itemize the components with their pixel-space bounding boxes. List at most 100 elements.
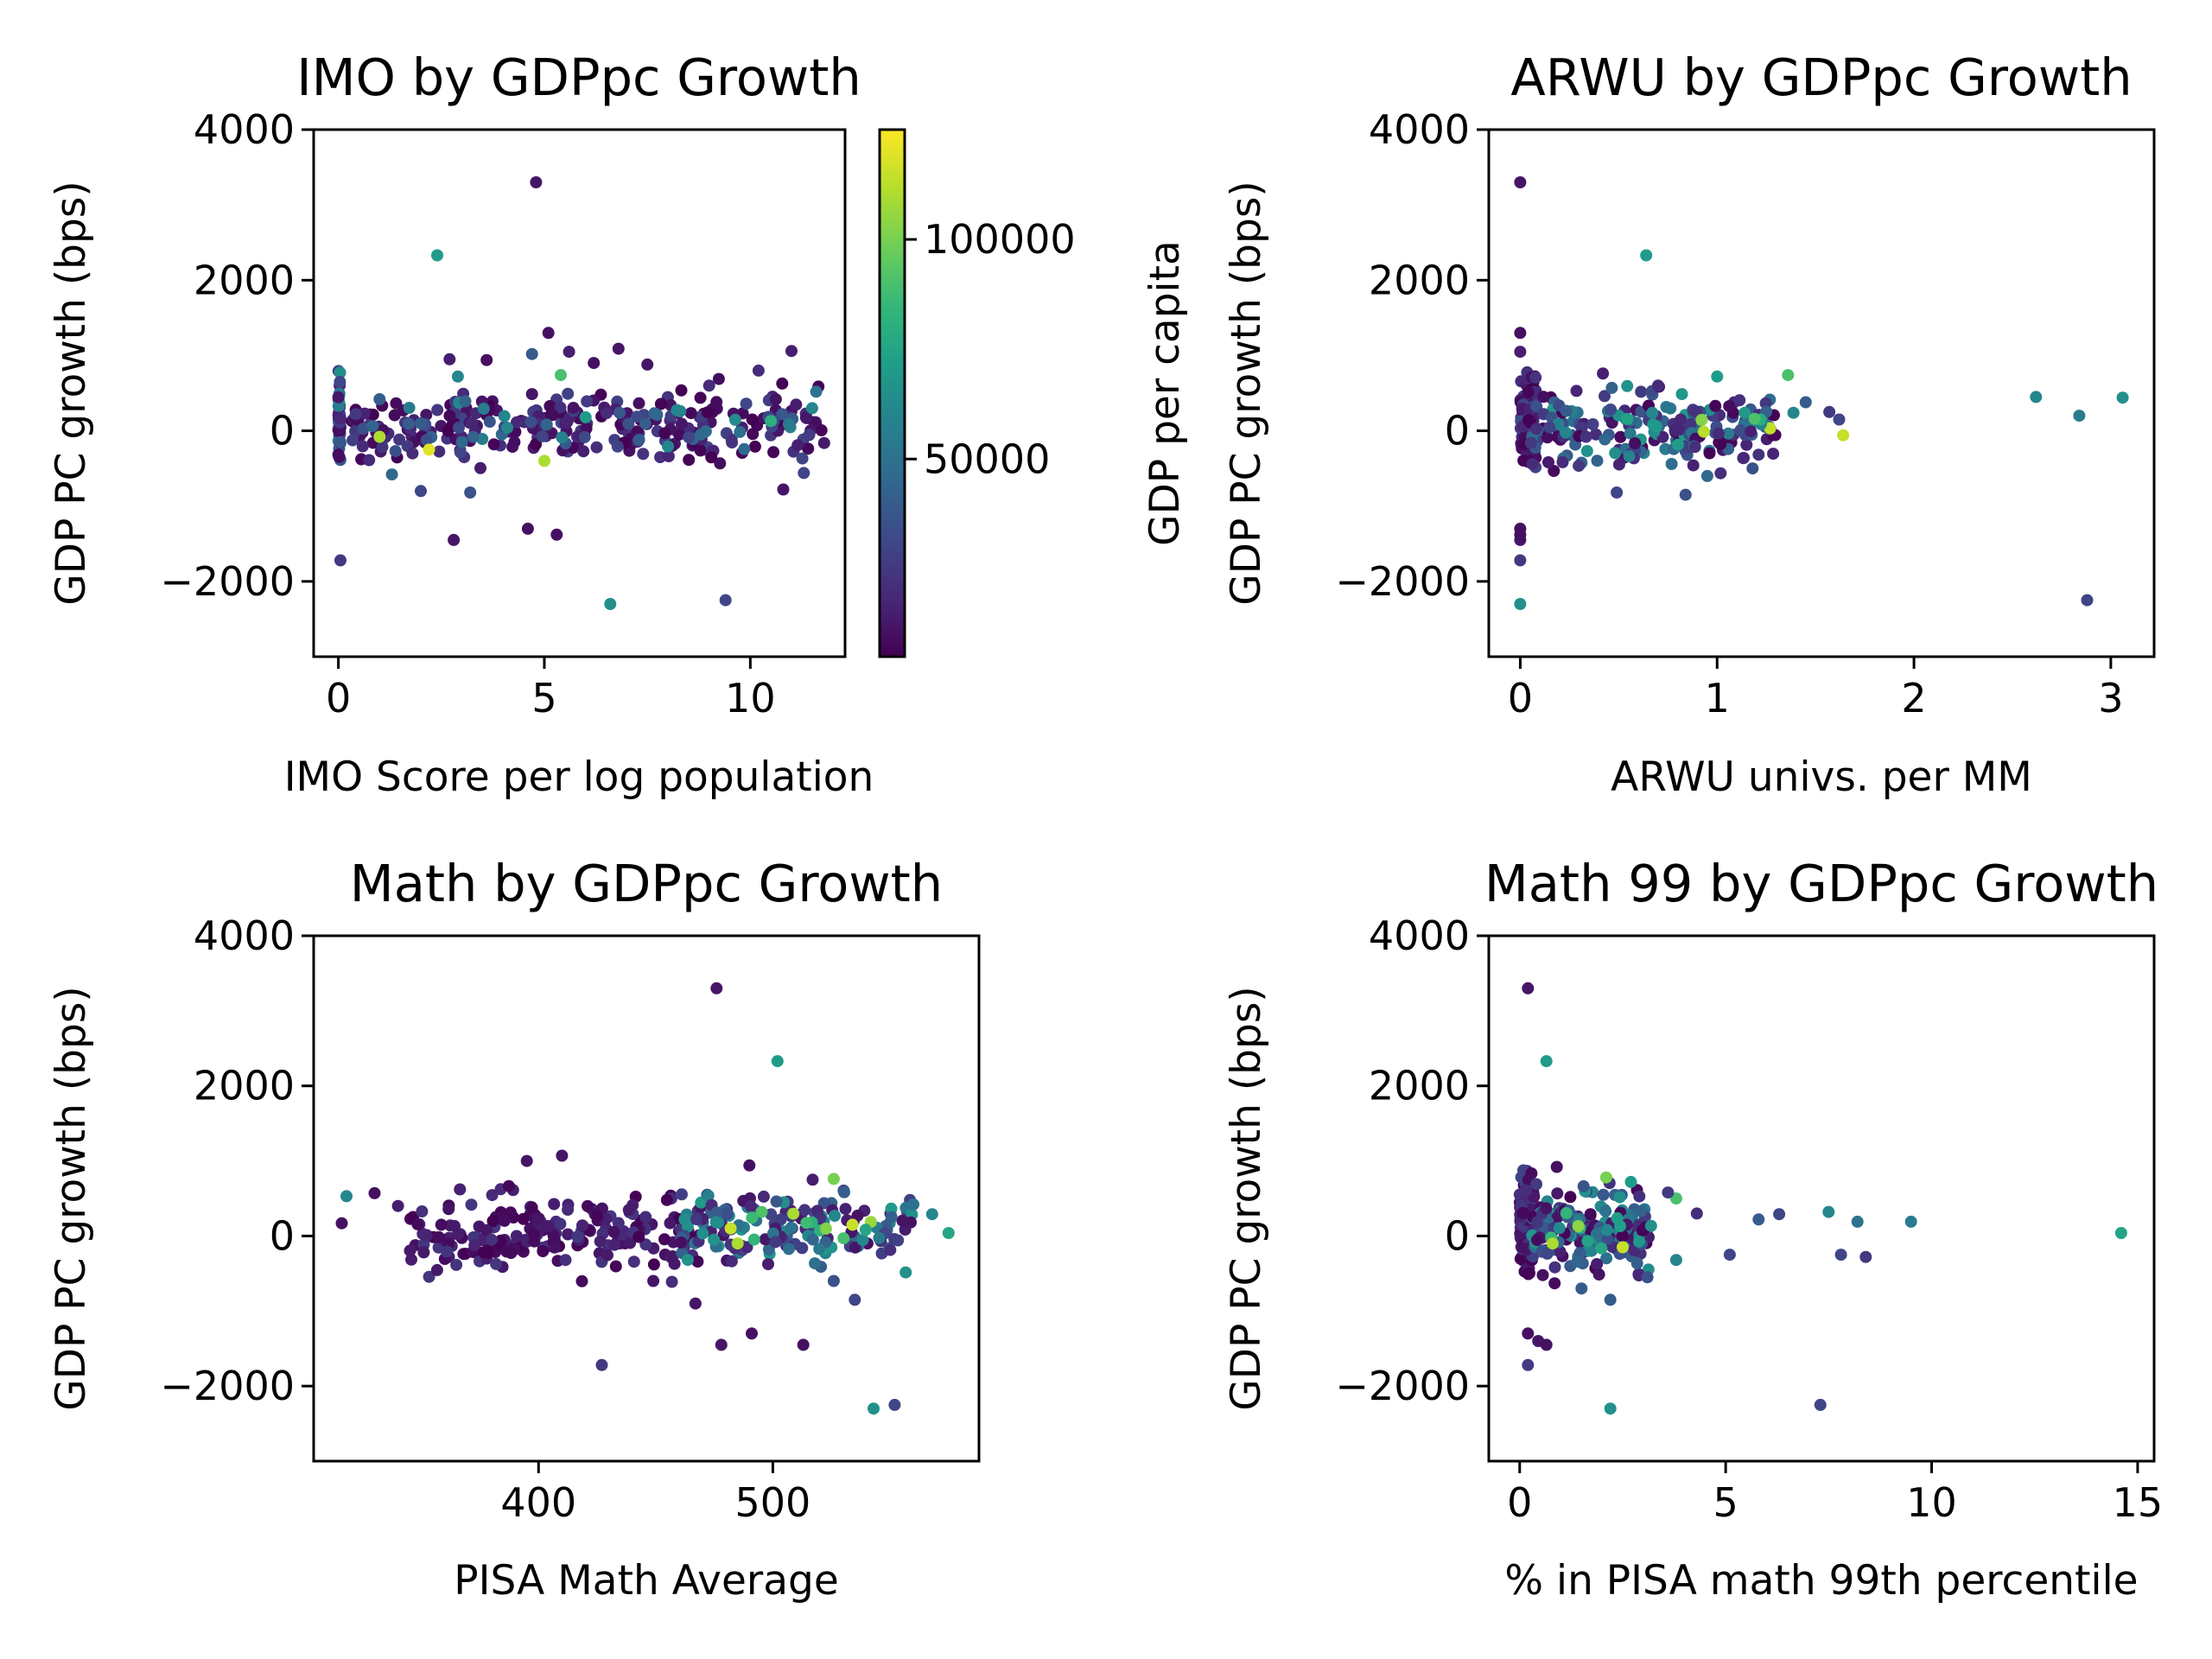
scatter-point bbox=[1679, 488, 1692, 501]
scatter-point bbox=[1651, 379, 1664, 392]
scatter-point bbox=[701, 406, 714, 419]
scatter-point bbox=[578, 430, 591, 443]
scatter-points bbox=[1513, 982, 2127, 1415]
scatter-point bbox=[662, 450, 675, 462]
scatter-point bbox=[612, 1217, 625, 1230]
scatter-point bbox=[1526, 458, 1539, 471]
scatter-point bbox=[738, 442, 751, 455]
scatter-point bbox=[776, 408, 789, 421]
scatter-point bbox=[790, 398, 803, 411]
scatter-point bbox=[694, 391, 707, 404]
scatter-point bbox=[683, 454, 696, 467]
axes-frame bbox=[1487, 934, 2156, 1463]
scatter-point bbox=[1814, 1398, 1827, 1411]
scatter-point bbox=[715, 1338, 728, 1351]
scatter-point bbox=[1609, 447, 1622, 460]
scatter-point bbox=[1624, 427, 1637, 440]
scatter-point bbox=[340, 1190, 353, 1203]
scatter-point bbox=[538, 454, 550, 467]
scatter-point bbox=[510, 1230, 523, 1243]
scatter-point bbox=[800, 1217, 813, 1230]
scatter-point bbox=[765, 415, 778, 428]
scatter-point bbox=[547, 1230, 560, 1242]
scatter-point bbox=[1740, 438, 1753, 451]
scatter-point bbox=[1614, 430, 1627, 443]
scatter-point bbox=[1514, 346, 1527, 359]
scatter-point bbox=[1604, 1402, 1617, 1415]
scatter-point bbox=[624, 1236, 637, 1249]
scatter-point bbox=[1641, 1271, 1654, 1284]
scatter-point bbox=[856, 1234, 869, 1247]
scatter-point bbox=[896, 1214, 909, 1227]
scatter-point bbox=[1524, 436, 1537, 449]
scatter-point bbox=[1635, 1205, 1648, 1217]
scatter-point bbox=[829, 1210, 841, 1222]
scatter-point bbox=[782, 1243, 795, 1255]
scatter-point bbox=[1629, 437, 1642, 449]
scatter-point bbox=[777, 483, 790, 496]
scatter-point bbox=[1633, 1190, 1646, 1203]
scatter-point bbox=[675, 417, 688, 430]
scatter-point bbox=[2030, 391, 2043, 404]
scatter-point bbox=[696, 1227, 709, 1240]
scatter-point bbox=[443, 410, 456, 423]
scatter-point bbox=[859, 1224, 872, 1236]
scatter-point bbox=[1554, 1245, 1567, 1258]
scatter-point bbox=[548, 1241, 561, 1254]
scatter-point bbox=[658, 427, 671, 440]
y-axis-label: GDP PC growth (bps) bbox=[48, 986, 95, 1410]
scatter-point bbox=[468, 1239, 481, 1252]
scatter-point bbox=[1823, 405, 1836, 418]
scatter-point bbox=[803, 429, 816, 442]
scatter-point bbox=[1599, 433, 1611, 446]
scatter-point bbox=[647, 1258, 660, 1271]
scatter-point bbox=[868, 1402, 880, 1415]
scatter-points bbox=[335, 982, 955, 1415]
chart-title: ARWU by GDPpc Growth bbox=[1510, 48, 2132, 107]
scatter-point bbox=[637, 448, 650, 461]
x-axis-label: PISA Math Average bbox=[454, 1557, 839, 1605]
scatter-point bbox=[1536, 1268, 1549, 1281]
panel-2: 0 1 2 3 −2000 0 2000 4000 ARWU by GDPpc Growth AR… bbox=[1223, 48, 2156, 801]
scatter-point bbox=[641, 358, 654, 371]
scatter-point bbox=[1595, 1242, 1608, 1255]
y-tick-label: 0 bbox=[270, 1212, 295, 1259]
scatter-point bbox=[1621, 379, 1634, 392]
scatter-point bbox=[476, 433, 489, 445]
scatter-point bbox=[1589, 428, 1602, 441]
scatter-point bbox=[1599, 390, 1611, 403]
scatter-point bbox=[443, 353, 456, 365]
scatter-point bbox=[769, 1236, 782, 1249]
scatter-point bbox=[613, 406, 626, 419]
scatter-point bbox=[1675, 413, 1688, 426]
scatter-point bbox=[556, 431, 569, 444]
scatter-point bbox=[817, 436, 830, 449]
x-tick-label: 10 bbox=[725, 675, 776, 721]
scatter-point bbox=[666, 1250, 679, 1262]
scatter-point bbox=[448, 533, 461, 546]
scatter-point bbox=[1520, 1184, 1533, 1197]
scatter-point bbox=[776, 377, 789, 390]
scatter-point bbox=[813, 1243, 826, 1255]
scatter-point bbox=[747, 1233, 760, 1246]
y-tick-label: −2000 bbox=[1335, 558, 1470, 605]
scatter-point bbox=[411, 1217, 424, 1230]
scatter-point bbox=[1586, 418, 1599, 430]
scatter-point bbox=[796, 452, 809, 465]
scatter-point bbox=[373, 430, 386, 443]
scatter-point bbox=[465, 1198, 478, 1211]
scatter-point bbox=[385, 468, 398, 481]
scatter-point bbox=[1646, 406, 1659, 419]
scatter-point bbox=[658, 1233, 671, 1246]
scatter-point bbox=[334, 366, 346, 379]
scatter-point bbox=[490, 1257, 503, 1270]
y-tick-label: 0 bbox=[1445, 1212, 1470, 1259]
scatter-point bbox=[561, 416, 574, 429]
scatter-point bbox=[373, 393, 386, 405]
scatter-point bbox=[712, 372, 725, 385]
scatter-point bbox=[1560, 426, 1573, 439]
y-axis-label: GDP PC growth (bps) bbox=[48, 181, 95, 605]
scatter-point bbox=[536, 429, 549, 442]
y-tick-label: 0 bbox=[270, 408, 295, 454]
scatter-point bbox=[873, 1231, 886, 1244]
